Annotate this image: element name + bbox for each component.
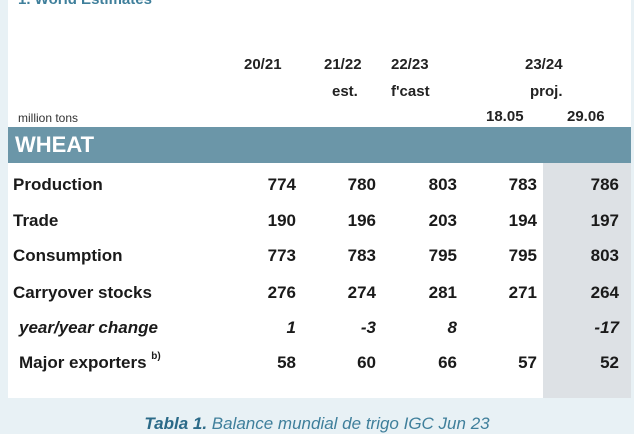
table-cell: 190 xyxy=(267,211,296,230)
unit-label: million tons xyxy=(18,111,79,125)
table-cell: 281 xyxy=(428,283,457,302)
table-row: Production 774 780 803 783 786 xyxy=(8,171,631,201)
table-cell: 66 xyxy=(438,353,457,372)
table-cell: 773 xyxy=(267,246,296,265)
footnote-marker: b) xyxy=(151,351,161,363)
table-cell: 52 xyxy=(600,353,619,372)
table-cell: 786 xyxy=(590,175,619,194)
row-label-text: Major exporters xyxy=(19,353,147,372)
col-header-2021: 20/21 xyxy=(244,56,282,73)
row-label: Consumption xyxy=(13,246,123,265)
table-row: Carryover stocks 276 274 281 271 264 xyxy=(8,279,631,309)
table-cell: 803 xyxy=(428,175,457,194)
row-label: Production xyxy=(13,175,103,194)
col-header-2906: 29.06 xyxy=(567,108,605,125)
table-cell: 795 xyxy=(508,246,537,265)
table-cell: 795 xyxy=(428,246,457,265)
table-cell: 276 xyxy=(267,283,296,302)
col-header-2223: 22/23 xyxy=(391,56,429,73)
table-cell: 271 xyxy=(508,283,537,302)
latest-column-shade xyxy=(543,163,631,398)
table-cell: 8 xyxy=(447,318,457,337)
row-label: Major exporters b) xyxy=(19,351,161,373)
table-cell: 58 xyxy=(277,353,296,372)
table-row: Consumption 773 783 795 795 803 xyxy=(8,242,631,272)
table-cell: 783 xyxy=(347,246,376,265)
world-estimates-panel: 1. World Estimates 20/21 21/22 est. 22/2… xyxy=(8,0,631,398)
caption-text: Balance mundial de trigo IGC Jun 23 xyxy=(207,414,490,433)
table-cell: -3 xyxy=(360,318,376,337)
table-cell: 196 xyxy=(347,211,376,230)
table-cell: -17 xyxy=(594,318,619,337)
table-cell: 803 xyxy=(590,246,619,265)
table-cell: 60 xyxy=(357,353,376,372)
table-cell: 203 xyxy=(428,211,457,230)
table-cell: 774 xyxy=(267,175,296,194)
col-header-1805: 18.05 xyxy=(486,108,524,125)
table-cell: 194 xyxy=(508,211,537,230)
table-cell: 780 xyxy=(347,175,376,194)
table-row: Trade 190 196 203 194 197 xyxy=(8,207,631,237)
caption-prefix: Tabla 1. xyxy=(144,414,208,433)
commodity-band: WHEAT xyxy=(8,127,631,163)
table-cell: 1 xyxy=(286,318,296,337)
row-label: Carryover stocks xyxy=(13,283,152,302)
col-header-2324: 23/24 xyxy=(525,56,563,73)
col-header-2223-sub: f'cast xyxy=(391,83,430,100)
table-cell: 783 xyxy=(508,175,537,194)
col-header-2122-sub: est. xyxy=(332,83,358,100)
table-cell: 264 xyxy=(590,283,619,302)
table-row: year/year change 1 -3 8 -17 xyxy=(8,314,631,344)
col-header-2324-sub: proj. xyxy=(530,83,563,100)
table-row: Major exporters b) 58 60 66 57 52 xyxy=(8,349,631,379)
section-title: 1. World Estimates xyxy=(18,0,152,8)
table-cell: 197 xyxy=(590,211,619,230)
table-caption: Tabla 1. Balance mundial de trigo IGC Ju… xyxy=(0,414,634,434)
row-label: year/year change xyxy=(19,318,158,337)
col-header-2122: 21/22 xyxy=(324,56,362,73)
table-cell: 57 xyxy=(518,353,537,372)
row-label: Trade xyxy=(13,211,59,230)
commodity-label: WHEAT xyxy=(15,132,95,157)
table-cell: 274 xyxy=(347,283,376,302)
